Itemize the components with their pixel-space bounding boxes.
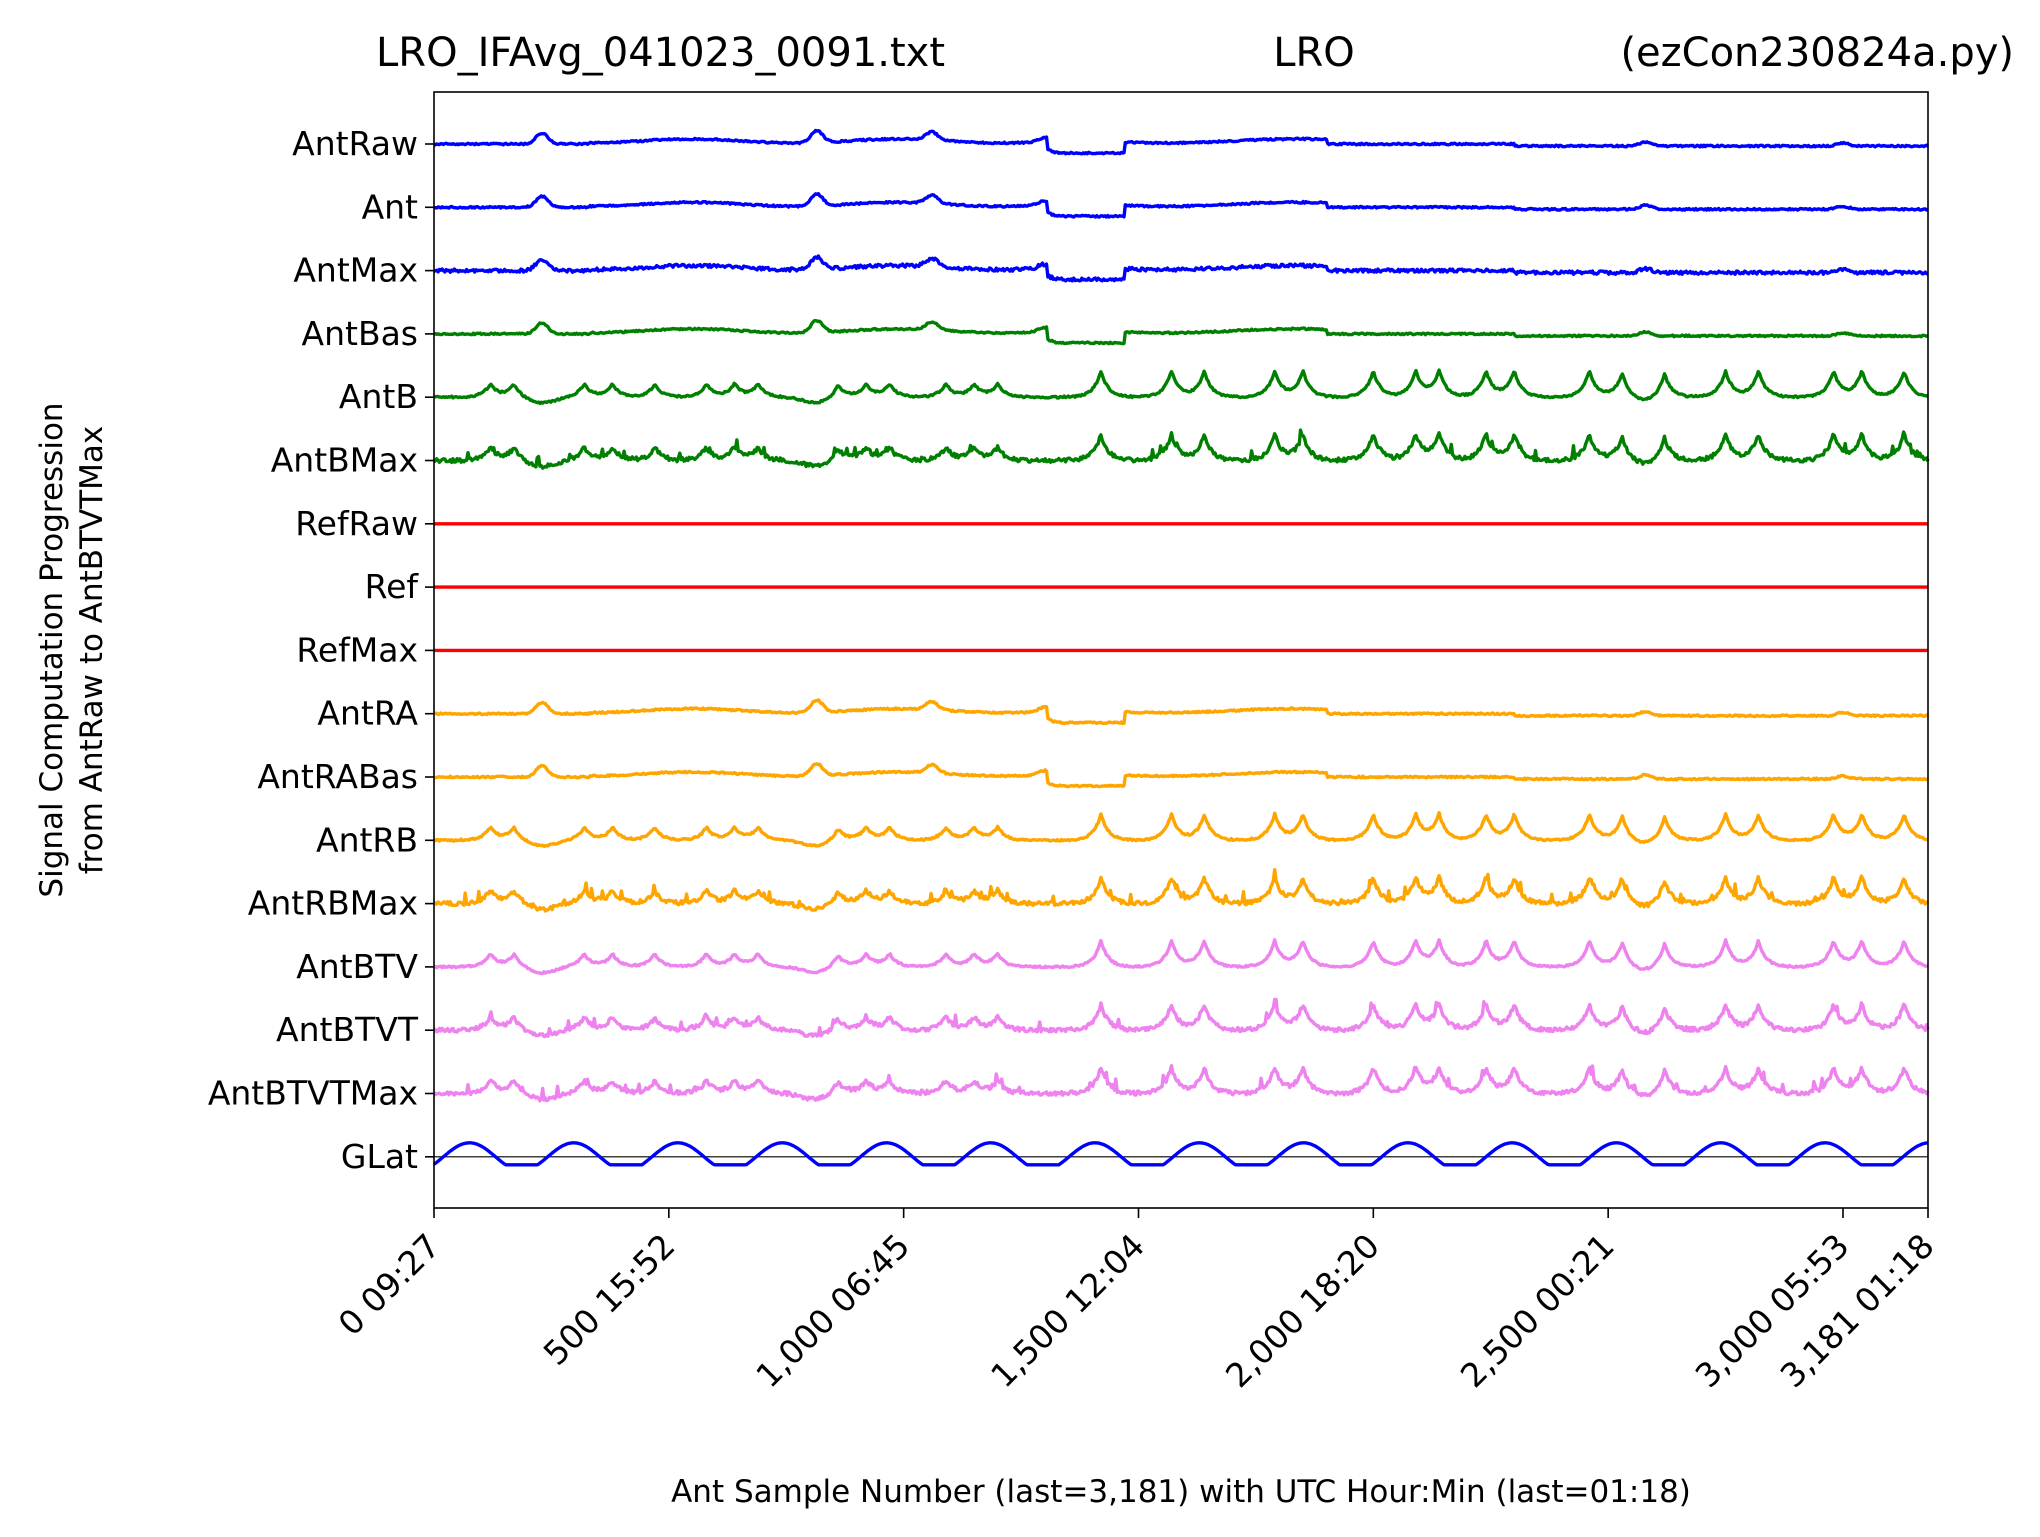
y-tick-label: RefMax <box>296 630 418 669</box>
x-tick-label: 1,500 12:04 <box>983 1226 1152 1395</box>
series-line-antb <box>432 368 1929 406</box>
series-line-antbas <box>433 318 1929 346</box>
y-tick-label: RefRaw <box>295 504 418 543</box>
series-line-antra <box>432 698 1929 726</box>
y-tick-label: AntBMax <box>271 441 418 480</box>
x-tick-label: 2,000 18:20 <box>1218 1226 1387 1395</box>
y-tick-label: AntMax <box>293 251 418 290</box>
y-tick-label: AntRABas <box>257 757 418 796</box>
y-tick-label: AntRBMax <box>248 884 418 923</box>
y-tick-label: AntRaw <box>292 124 418 163</box>
series-line-antraw <box>433 128 1930 156</box>
y-tick-label: AntBTVT <box>276 1010 419 1049</box>
y-axis-label-line1: Signal Computation Progression <box>34 402 70 897</box>
y-tick-label: Ref <box>365 567 420 606</box>
series-line-antbtv <box>433 938 1929 976</box>
x-tick-label: 1,000 06:45 <box>748 1226 917 1395</box>
series-line-ant <box>433 191 1929 219</box>
y-axis-label: Signal Computation Progression from AntR… <box>34 402 110 897</box>
series-line-antrb <box>432 811 1929 849</box>
series-line-antrabas <box>433 762 1930 789</box>
y-tick-label: AntRB <box>316 820 418 859</box>
chart-title-right: (ezCon230824a.py) <box>1620 30 2014 76</box>
y-tick-label: Ant <box>362 187 418 226</box>
y-axis: AntRaw Ant AntMax AntBas AntB AntBMax RefRaw Re… <box>208 124 434 1176</box>
series-line-antbmax <box>433 428 1930 470</box>
x-tick-label: 2,500 00:21 <box>1453 1226 1622 1395</box>
x-axis-label: Ant Sample Number (last=3,181) with UTC … <box>671 1474 1691 1510</box>
x-axis: 0 09:27 500 15:52 1,000 06:45 1,500 12:04 2,… <box>331 1208 1942 1395</box>
series-line-antmax <box>433 254 1929 283</box>
y-axis-label-line2: from AntRaw to AntBTVTMax <box>74 426 110 875</box>
series-line-antrbmax <box>432 868 1930 913</box>
y-tick-label: AntB <box>339 377 418 416</box>
y-tick-label: GLat <box>341 1137 418 1176</box>
series-line-glat <box>433 1141 1929 1167</box>
y-tick-label: AntBas <box>302 314 418 353</box>
chart-title-left: LRO_IFAvg_041023_0091.txt <box>376 30 945 76</box>
series-line-antbtvt <box>433 997 1930 1039</box>
x-tick-label: 500 15:52 <box>536 1226 683 1373</box>
y-tick-label: AntRA <box>317 694 418 733</box>
y-tick-label: AntBTV <box>296 947 418 986</box>
series-layer <box>432 128 1930 1167</box>
series-line-antbtvtmax <box>432 1063 1930 1103</box>
chart-title-center: LRO <box>1273 30 1355 76</box>
y-tick-label: AntBTVTMax <box>208 1074 418 1113</box>
x-tick-label: 0 09:27 <box>331 1226 448 1343</box>
